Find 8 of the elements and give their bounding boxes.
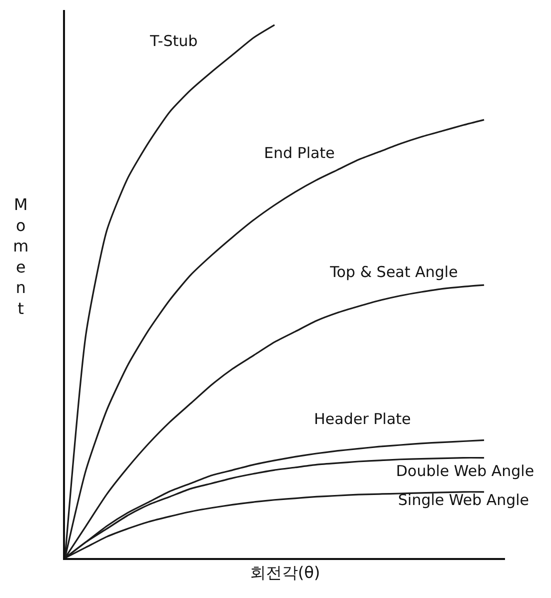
- y-axis-title: Moment: [13, 195, 29, 318]
- series-label: Header Plate: [314, 410, 411, 428]
- series-label: T-Stub: [149, 32, 198, 50]
- series-label: End Plate: [264, 144, 335, 162]
- series-label: Top & Seat Angle: [329, 263, 458, 281]
- series-label: Single Web Angle: [398, 491, 530, 509]
- series-label: Double Web Angle: [396, 462, 534, 480]
- x-axis-title: 회전각(θ): [250, 562, 320, 582]
